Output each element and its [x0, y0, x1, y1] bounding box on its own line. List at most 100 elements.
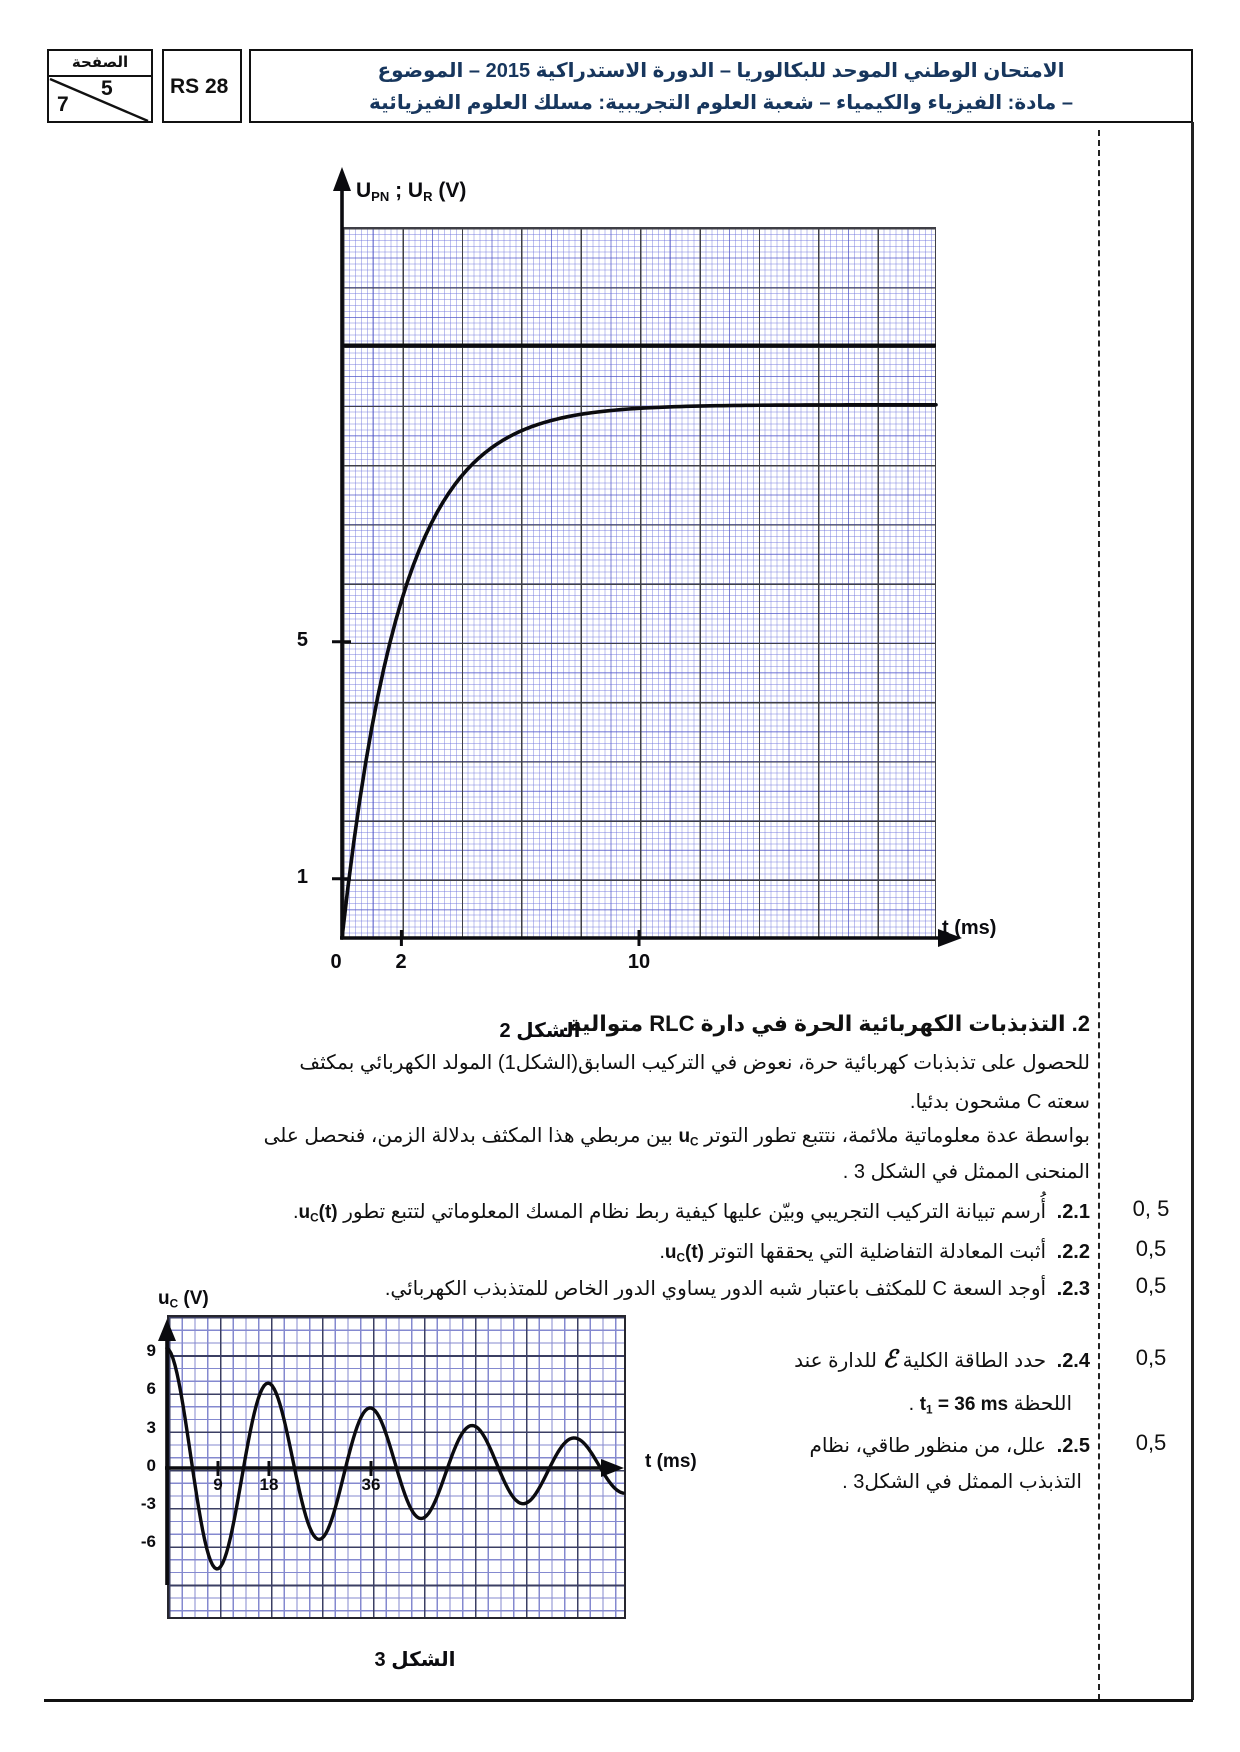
page-number-total: 7: [57, 93, 69, 116]
question-2-4-text-b: للدارة عند: [794, 1350, 878, 1372]
t1-symbol: t1 = 36 ms: [919, 1394, 1009, 1417]
figure3-ytick-6: 6: [146, 1379, 156, 1398]
figure3-ytick-3: 3: [146, 1418, 156, 1437]
uc-u: u: [678, 1126, 691, 1147]
question-2-4-line2: اللحظة t1 = 36 ms .: [909, 1389, 1072, 1426]
ur-curve: [340, 402, 938, 940]
uc-u: u: [664, 1242, 677, 1263]
page-number-box: الصفحة 5 7: [47, 49, 153, 123]
question-2-5-line2: التذبذب الممثل في الشكل3 .: [842, 1471, 1082, 1493]
figure2-y-axis-arrow-icon: [333, 167, 351, 191]
figure3: uC (V) 9 6 3 0 -3 -6 9 18 36 t (ms) الشك…: [100, 1285, 740, 1685]
exam-title-line1: الامتحان الوطني الموحد للبكالوريا – الدو…: [377, 60, 1065, 82]
question-2-5-number: 2.5.: [1056, 1435, 1090, 1457]
figure2-ytick-5: 5: [296, 629, 308, 651]
figure2-x-axis-arrow-icon: [938, 929, 962, 947]
figure2-xtick-10: 10: [627, 951, 651, 973]
question-2-1-text: أُرسم تبيانة التركيب التجريبي وبيّن عليه…: [343, 1201, 1047, 1223]
figure2: UPN ; UR (V) 5 1 0 2 10 t (ms) الشكل 2: [130, 145, 1030, 1065]
uc-sub: C: [690, 1135, 699, 1149]
question-2-1-number: 2.1.: [1056, 1201, 1090, 1223]
uc-t-symbol: uC(t): [298, 1202, 338, 1225]
figure2-ylabel-unit: (V): [432, 179, 467, 202]
figure3-plot: [158, 1319, 625, 1585]
marks-column-divider: [1098, 130, 1100, 1700]
figure3-ylabel-sub-C: C: [169, 1297, 179, 1311]
figure2-ylabel-U2: ; U: [389, 179, 424, 202]
figure2-y-axis-label: UPN ; UR (V): [356, 179, 466, 204]
uc-args: (t): [685, 1242, 704, 1263]
question-2-1-tail: .: [292, 1201, 299, 1223]
question-2-1: 2.1. أُرسم تبيانة التركيب التجريبي وبيّن…: [293, 1197, 1090, 1234]
question-2-4-text-a: حدد الطاقة الكلية: [902, 1350, 1047, 1372]
question-2-3-text: أوجد السعة C للمكثف باعتبار شبه الدور يس…: [384, 1278, 1047, 1300]
question-2-2-text: أثبت المعادلة التفاضلية التي يحققها التو…: [709, 1241, 1047, 1263]
figure3-ytick-minus6: -6: [140, 1532, 156, 1551]
mark-2-1: 0, 5: [1132, 1196, 1170, 1221]
uc-u: u: [298, 1202, 311, 1223]
mark-2-4: 0,5: [1135, 1345, 1167, 1370]
question-2-2: 2.2. أثبت المعادلة التفاضلية التي يحققها…: [659, 1237, 1090, 1274]
figure3-xtick-9: 9: [213, 1475, 223, 1494]
section2-title: 2. التذبذبات الكهربائية الحرة في دارة RL…: [562, 1011, 1090, 1036]
section2-paragraph-3: بواسطة عدة معلوماتية ملائمة، نتتبع تطور …: [264, 1121, 1090, 1158]
mark-2-5: 0,5: [1135, 1430, 1167, 1455]
section2-paragraph-2: سعته C مشحون بدئيا.: [909, 1091, 1090, 1113]
question-2-2-number: 2.2.: [1056, 1241, 1090, 1263]
uc-sub: C: [676, 1251, 686, 1265]
uc-symbol: uC: [678, 1126, 699, 1149]
section2-paragraph-3-text-a: بواسطة عدة معلوماتية ملائمة، نتتبع تطور …: [704, 1125, 1090, 1147]
page-number-diagonal: [49, 77, 149, 122]
exam-title-box: الامتحان الوطني الموحد للبكالوريا – الدو…: [249, 49, 1193, 123]
figure3-ytick-9: 9: [146, 1341, 156, 1360]
uc-sub: C: [310, 1211, 319, 1225]
figure2-ylabel-sub-R: R: [423, 188, 433, 204]
figure3-y-axis-label: uC (V): [158, 1288, 209, 1311]
bottom-page-rule: [44, 1699, 1193, 1702]
mark-2-3: 0,5: [1135, 1273, 1167, 1298]
section2-paragraph-4: المنحنى الممثل في الشكل 3 .: [842, 1161, 1090, 1183]
right-page-border: [1191, 122, 1194, 1700]
figure3-xtick-36: 36: [361, 1475, 381, 1494]
question-2-4-line1: 2.4. حدد الطاقة الكلية ℰ للدارة عند: [794, 1344, 1090, 1376]
t1-sub: 1: [926, 1403, 933, 1417]
uc-damped-curve: [165, 1346, 625, 1571]
figure3-ylabel-u: u: [158, 1288, 170, 1309]
figure2-ylabel-sub-PN: PN: [371, 188, 390, 204]
t1-value: = 36 ms: [932, 1394, 1009, 1415]
question-2-5-text-a: علل، من منظور طاقي، نظام: [809, 1435, 1047, 1457]
figure2-plot: [332, 167, 962, 947]
figure2-caption: الشكل 2: [499, 1020, 581, 1042]
figure3-ylabel-unit: (V): [178, 1288, 209, 1309]
uc-t-symbol: uC(t): [664, 1242, 704, 1265]
section2-paragraph-3-text-b: بين مربطي هذا المكثف بدلالة الزمن، فنحصل…: [263, 1125, 673, 1147]
figure2-ytick-1: 1: [296, 866, 308, 888]
figure3-x-axis-label: t (ms): [645, 1451, 697, 1472]
question-2-4-tail: .: [908, 1393, 920, 1415]
t1-t: t: [919, 1394, 927, 1415]
question-2-3: 2.3. أوجد السعة C للمكثف باعتبار شبه الد…: [385, 1274, 1090, 1304]
uc-args: (t): [318, 1202, 338, 1223]
exam-title-line2: – مادة: الفيزياء والكيمياء – شعبة العلوم…: [369, 92, 1073, 114]
exam-code: RS 28: [170, 75, 229, 98]
page-number-current: 5: [101, 77, 113, 100]
question-2-2-tail: .: [659, 1241, 665, 1263]
figure2-xtick-2: 2: [395, 951, 407, 973]
section2-paragraph-1: للحصول على تذبذبات كهربائية حرة، نعوض في…: [299, 1052, 1090, 1074]
question-2-4-number: 2.4.: [1056, 1350, 1090, 1372]
figure2-ylabel-U1: U: [356, 179, 372, 202]
question-2-5-line1: 2.5. علل، من منظور طاقي، نظام: [809, 1431, 1090, 1461]
exam-code-box: RS 28: [162, 49, 242, 123]
page-number-label: الصفحة: [49, 51, 151, 77]
question-2-4-moment-label: اللحظة: [1013, 1393, 1072, 1415]
figure2-xtick-0: 0: [330, 951, 342, 973]
figure3-xtick-18: 18: [259, 1475, 279, 1494]
figure3-x-axis-arrow-icon: [601, 1459, 624, 1477]
mark-2-2: 0,5: [1135, 1236, 1167, 1261]
figure3-caption: الشكل 3: [374, 1649, 456, 1671]
figure3-ytick-0: 0: [146, 1456, 156, 1475]
figure3-y-axis-arrow-icon: [158, 1319, 176, 1341]
energy-symbol: ℰ: [882, 1344, 898, 1373]
figure2-x-axis-label: t (ms): [942, 917, 997, 939]
